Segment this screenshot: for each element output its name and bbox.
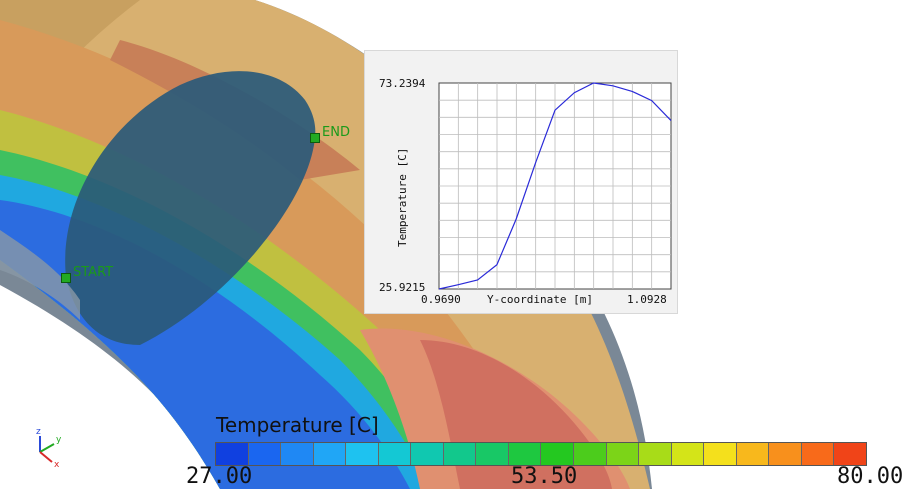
- probe-end-label: END: [322, 125, 350, 140]
- pipe-edge: [0, 230, 80, 320]
- legend-color-cell: [378, 443, 412, 465]
- probe-plane: [65, 71, 316, 345]
- legend-color-cell: [248, 443, 282, 465]
- line-plot: 73.2394 25.9215 0.9690 1.0928 Y-coordina…: [379, 77, 672, 306]
- x-axis-label: Y-coordinate [m]: [487, 293, 593, 306]
- legend-color-cell: [671, 443, 705, 465]
- legend-color-cell: [541, 443, 575, 465]
- legend-color-cell: [411, 443, 444, 465]
- legend-color-bar: [215, 442, 867, 466]
- y-axis-label: Temperature [C]: [396, 148, 409, 247]
- legend-color-cell: [769, 443, 802, 465]
- legend-color-cell: [736, 443, 770, 465]
- legend-color-cell: [443, 443, 477, 465]
- legend-color-cell: [639, 443, 672, 465]
- y-min-label: 25.9215: [379, 281, 425, 294]
- legend-color-cell: [574, 443, 607, 465]
- x-max-label: 1.0928: [627, 293, 667, 306]
- x-min-label: 0.9690: [421, 293, 461, 306]
- legend-color-cell: [801, 443, 835, 465]
- probe-end-point[interactable]: [310, 133, 320, 143]
- legend-color-cell: [704, 443, 737, 465]
- legend-title: Temperature [C]: [216, 413, 379, 437]
- axes-triad: z y x: [36, 427, 62, 470]
- axis-z-label: z: [36, 427, 41, 437]
- legend-color-cell: [606, 443, 640, 465]
- legend-color-cell: [281, 443, 314, 465]
- line-plot-panel[interactable]: 73.2394 25.9215 0.9690 1.0928 Y-coordina…: [364, 50, 678, 314]
- legend-color-cell: [216, 443, 249, 465]
- axis-x-label: x: [54, 460, 60, 470]
- legend-min-label: 27.00: [186, 464, 253, 489]
- y-max-label: 73.2394: [379, 77, 426, 90]
- legend-mid-label: 53.50: [511, 464, 578, 489]
- legend-max-label: 80.00: [837, 464, 904, 489]
- legend-color-cell: [476, 443, 509, 465]
- axis-y-label: y: [56, 435, 62, 445]
- legend-color-cell: [346, 443, 379, 465]
- temperature-series-line: [438, 82, 672, 290]
- legend-color-cell: [834, 443, 866, 465]
- legend-color-cell: [508, 443, 542, 465]
- legend-color-cell: [313, 443, 347, 465]
- plot-grid: [439, 83, 671, 289]
- probe-start-label: START: [73, 265, 114, 280]
- probe-start-point[interactable]: [61, 273, 71, 283]
